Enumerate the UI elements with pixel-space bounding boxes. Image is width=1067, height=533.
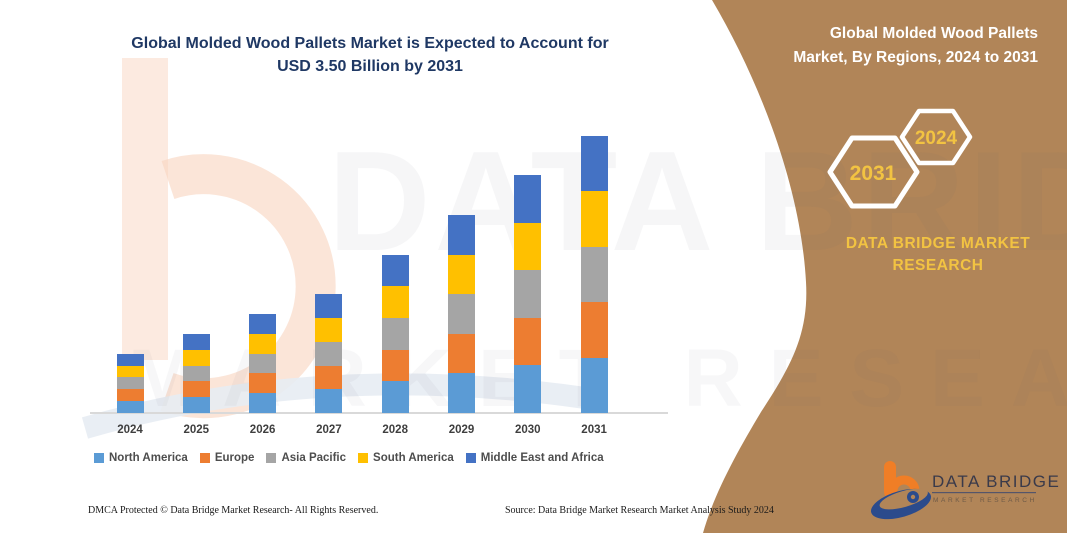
bar-segment-south-america bbox=[514, 222, 542, 271]
hexagon-2031-label: 2031 bbox=[850, 162, 897, 185]
panel-title-line2: Market, By Regions, 2024 to 2031 bbox=[793, 49, 1038, 67]
footer-source: Source: Data Bridge Market Research Mark… bbox=[505, 505, 774, 516]
bar-segment-south-america bbox=[580, 191, 608, 247]
legend-swatch bbox=[94, 453, 104, 463]
bar-segment-middle-east-and-africa bbox=[448, 215, 475, 255]
legend-item-north-america: North America bbox=[94, 452, 188, 464]
logo-mark bbox=[870, 461, 932, 520]
chart-title: Global Molded Wood Pallets Market is Exp… bbox=[88, 32, 652, 78]
bar-segment-south-america bbox=[381, 286, 409, 318]
hexagon-2024-label: 2024 bbox=[915, 128, 958, 149]
panel-title: Global Molded Wood Pallets Market, By Re… bbox=[718, 22, 1038, 70]
legend-label: Middle East and Africa bbox=[480, 452, 604, 464]
legend-label: Asia Pacific bbox=[281, 452, 347, 464]
legend-item-asia-pacific: Asia Pacific bbox=[266, 452, 346, 464]
chart-title-line1: Global Molded Wood Pallets Market is Exp… bbox=[131, 35, 609, 52]
legend-item-middle-east-and-africa: Middle East and Africa bbox=[465, 452, 604, 464]
legend-label: North America bbox=[109, 452, 188, 464]
brown-band-shape bbox=[703, 0, 1067, 533]
bar-segment-south-america bbox=[116, 365, 144, 378]
chart-legend: North America Europe Asia Pacific South Ame… bbox=[94, 452, 604, 464]
legend-label: Europe bbox=[214, 452, 255, 464]
bar-segment-asia-pacific bbox=[514, 270, 542, 318]
brand-wordmark: DATA BRIDGE MARKET RESEARCH bbox=[810, 233, 1066, 278]
chart-title-line2: USD 3.50 Billion by 2031 bbox=[277, 58, 463, 76]
bar-segment-europe bbox=[580, 302, 608, 358]
bar-segment-asia-pacific bbox=[381, 317, 409, 350]
brand-wordmark-line1: DATA BRIDGE MARKET bbox=[845, 235, 1031, 252]
legend-swatch bbox=[199, 453, 210, 463]
logo-d-hole bbox=[910, 494, 916, 500]
x-axis-label-2031: 2031 bbox=[581, 424, 607, 436]
logo-name-text: DATA BRIDGE bbox=[932, 472, 1060, 491]
legend-label: South America bbox=[373, 452, 454, 464]
bar-segment-asia-pacific bbox=[448, 294, 475, 334]
bar-segment-europe bbox=[448, 333, 475, 374]
bar-segment-middle-east-and-africa bbox=[580, 135, 608, 192]
bar-segment-south-america bbox=[448, 254, 475, 295]
logo-divider bbox=[932, 492, 1036, 494]
footer-copyright: DMCA Protected © Data Bridge Market Rese… bbox=[88, 505, 379, 516]
bar-segment-asia-pacific bbox=[580, 246, 608, 303]
legend-swatch bbox=[358, 453, 369, 463]
legend-item-europe: Europe bbox=[199, 452, 255, 464]
legend-item-south-america: South America bbox=[358, 452, 454, 464]
hexagon-2024 bbox=[899, 108, 973, 166]
brand-wordmark-line2: RESEARCH bbox=[892, 257, 984, 275]
bar-segment-europe bbox=[514, 317, 542, 366]
hexagon-2031 bbox=[827, 135, 920, 209]
bar-segment-middle-east-and-africa bbox=[514, 175, 542, 223]
panel-title-line1: Global Molded Wood Pallets bbox=[829, 25, 1038, 42]
logo-d-swoosh bbox=[870, 488, 932, 520]
legend-swatch bbox=[266, 453, 277, 463]
bar-segment-middle-east-and-africa bbox=[381, 254, 409, 287]
legend-swatch bbox=[465, 453, 476, 463]
logo-subtitle-text: MARKET RESEARCH bbox=[933, 497, 1037, 504]
